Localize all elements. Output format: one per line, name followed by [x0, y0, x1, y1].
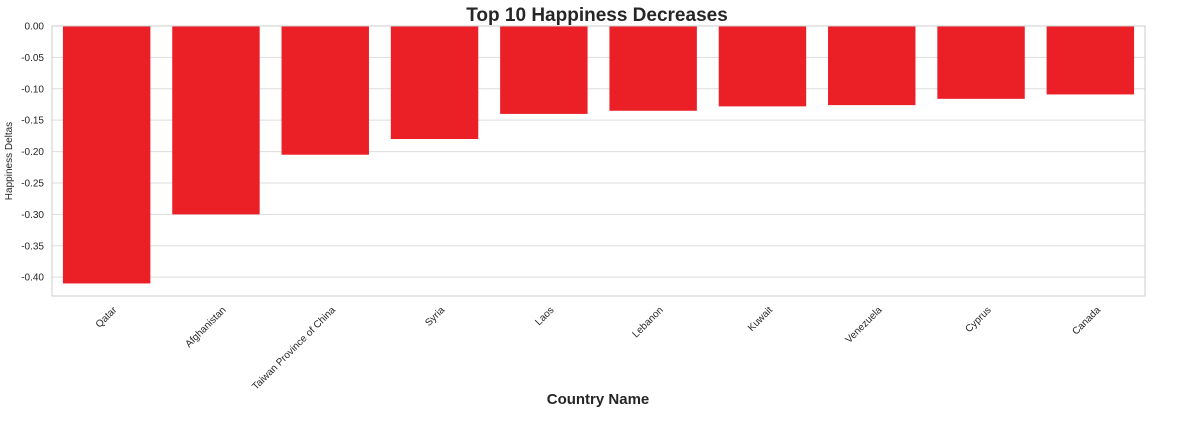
- x-axis-label: Country Name: [547, 391, 650, 408]
- x-tick-label: Syria: [423, 305, 447, 329]
- y-tick-label: -0.15: [21, 116, 44, 127]
- x-tick-label: Laos: [533, 305, 556, 328]
- bar: [281, 26, 369, 155]
- y-tick-label: -0.10: [21, 84, 44, 95]
- bar: [828, 26, 916, 106]
- y-tick-labels: 0.00 -0.05 -0.10 -0.15 -0.20 -0.25 -0.30 -0.35 -…: [21, 22, 44, 284]
- x-tick-label: Afghanistan: [183, 305, 228, 350]
- x-tick-label: Taiwan Province of China: [250, 305, 338, 393]
- y-tick-label: -0.25: [21, 178, 44, 189]
- bar: [390, 26, 479, 140]
- plot-frame: [51, 25, 1146, 297]
- bar: [500, 26, 588, 114]
- x-tick-label: Cyprus: [964, 305, 994, 335]
- x-tick-labels: Qatar Afghanistan Taiwan Province of China…: [94, 304, 1103, 392]
- y-tick-label: -0.35: [21, 241, 44, 252]
- x-tick-label: Qatar: [94, 304, 120, 330]
- chart-title: Top 10 Happiness Decreases: [466, 5, 728, 26]
- y-tick-label: -0.40: [21, 273, 44, 284]
- x-tick-label: Lebanon: [630, 305, 665, 340]
- y-axis-label: Happiness Deltas: [4, 122, 15, 200]
- y-tick-label: -0.30: [21, 210, 44, 221]
- x-tick-label: Venezuela: [844, 305, 885, 346]
- bar: [172, 26, 260, 215]
- bar: [937, 26, 1025, 99]
- x-tick-label: Kuwait: [746, 305, 775, 334]
- y-tick-label: -0.20: [21, 147, 44, 158]
- bar: [62, 26, 151, 284]
- bar: [1046, 26, 1135, 95]
- bar-layer: [62, 26, 1135, 284]
- x-tick-label: Canada: [1070, 305, 1103, 338]
- bar: [718, 26, 807, 107]
- y-tick-label: -0.05: [21, 53, 44, 64]
- bar: [609, 26, 697, 111]
- y-tick-label: 0.00: [25, 22, 45, 33]
